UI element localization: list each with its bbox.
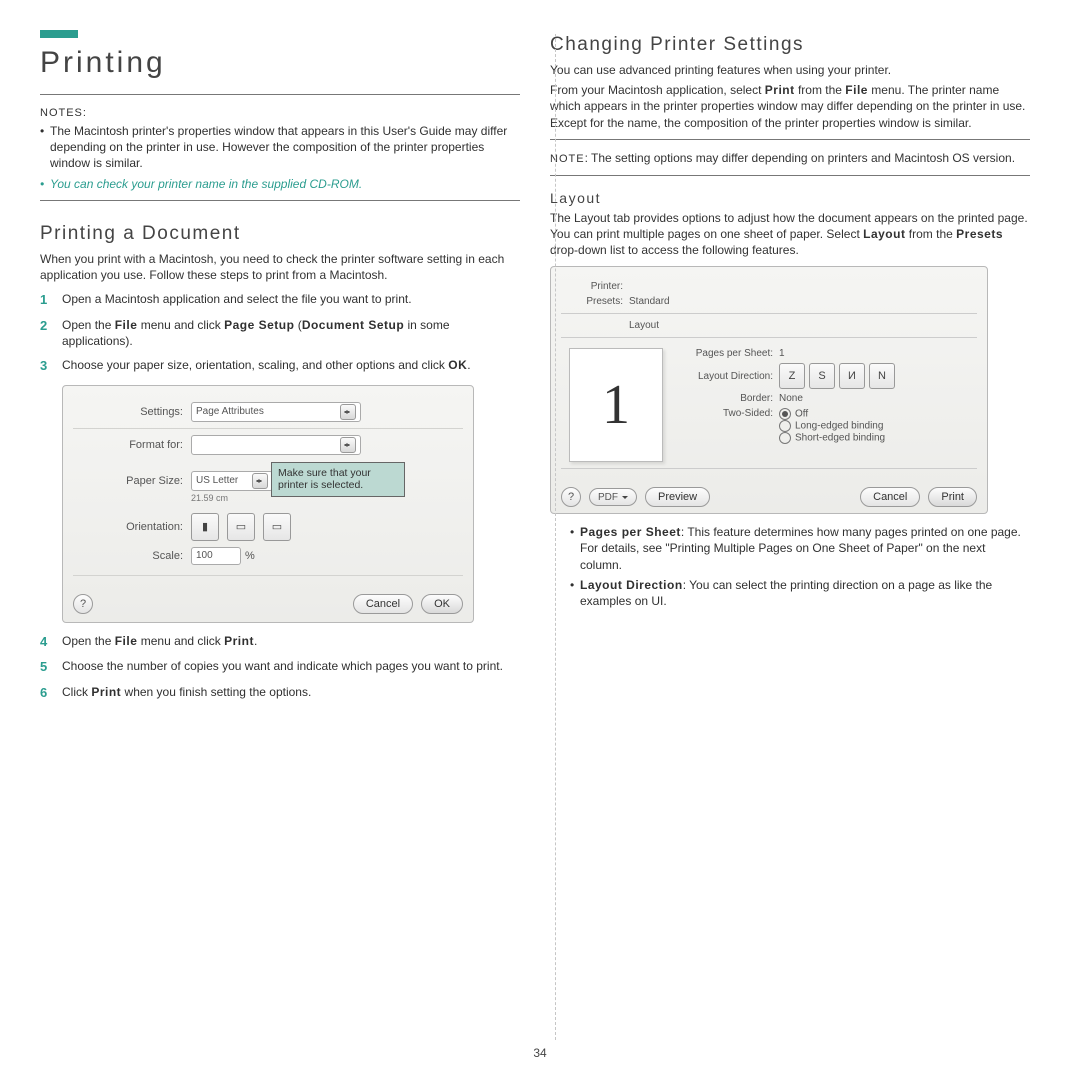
steps-list: 1Open a Macintosh application and select… <box>40 291 520 374</box>
scale-label: Scale: <box>73 550 191 562</box>
two-sided-off[interactable]: Off <box>779 408 885 420</box>
p1: You can use advanced printing features w… <box>550 62 1030 78</box>
print-dialog: Printer: Presets: Standard Layout 1 Page… <box>550 266 988 514</box>
heading-changing-printer-settings: Changing Printer Settings <box>550 34 1030 56</box>
pages-per-sheet-label: Pages per Sheet: <box>677 348 779 359</box>
paper-size-select[interactable]: US Letter <box>191 471 273 491</box>
border-select[interactable]: None <box>779 393 869 404</box>
scale-pct: % <box>245 550 255 562</box>
page-number: 34 <box>0 1046 1080 1060</box>
paper-size-label: Paper Size: <box>73 475 191 487</box>
border-label: Border: <box>677 393 779 404</box>
p3: The Layout tab provides options to adjus… <box>550 210 1030 259</box>
notes-label: NOTES: <box>40 107 520 119</box>
pane-select[interactable]: Layout <box>629 320 819 331</box>
settings-label: Settings: <box>73 406 191 418</box>
printer-label: Printer: <box>561 281 629 292</box>
step-5: 5Choose the number of copies you want an… <box>40 658 520 676</box>
orientation-reverse-landscape[interactable]: ▭ <box>263 513 291 541</box>
rule <box>40 200 520 201</box>
step-6: 6 Click Print when you finish setting th… <box>40 684 520 702</box>
pages-per-sheet-select[interactable]: 1 <box>779 348 879 359</box>
scale-input[interactable]: 100 <box>191 547 241 565</box>
step-3: 3 Choose your paper size, orientation, s… <box>40 357 520 375</box>
layout-dir-4[interactable]: N <box>869 363 895 389</box>
step-4: 4 Open the File menu and click Print. <box>40 633 520 651</box>
format-for-select[interactable] <box>191 435 361 455</box>
intro-text: When you print with a Macintosh, you nee… <box>40 251 520 283</box>
note-text-2: You can check your printer name in the s… <box>50 176 362 192</box>
rule <box>40 94 520 95</box>
format-for-label: Format for: <box>73 439 191 451</box>
accent-bar <box>40 30 78 38</box>
heading-printing-document: Printing a Document <box>40 223 520 245</box>
column-divider <box>555 34 556 1040</box>
help-button[interactable]: ? <box>73 594 93 614</box>
steps-list-2: 4 Open the File menu and click Print. 5C… <box>40 633 520 702</box>
step-1: 1Open a Macintosh application and select… <box>40 291 520 309</box>
bullet-layout-direction: • Layout Direction: You can select the p… <box>570 577 1030 609</box>
page: Printing NOTES: • The Macintosh printer'… <box>0 0 1080 729</box>
orientation-landscape[interactable]: ▭ <box>227 513 255 541</box>
note-bullet-2: • You can check your printer name in the… <box>40 176 520 192</box>
cancel-button[interactable]: Cancel <box>860 487 920 507</box>
preview-button[interactable]: Preview <box>645 487 710 507</box>
bullet-pages-per-sheet: • Pages per Sheet: This feature determin… <box>570 524 1030 573</box>
layout-dir-2[interactable]: S <box>809 363 835 389</box>
two-sided-long[interactable]: Long-edged binding <box>779 420 885 432</box>
notebox: NOTE: The setting options may differ dep… <box>550 150 1030 167</box>
layout-dir-3[interactable]: И <box>839 363 865 389</box>
print-button[interactable]: Print <box>928 487 977 507</box>
help-button[interactable]: ? <box>561 487 581 507</box>
layout-dir-1[interactable]: Z <box>779 363 805 389</box>
note-text-1: The Macintosh printer's properties windo… <box>50 123 520 172</box>
orientation-label: Orientation: <box>73 521 191 533</box>
callout-select-printer: Make sure that your printer is selected. <box>271 462 405 497</box>
presets-label: Presets: <box>561 296 629 307</box>
pdf-button[interactable]: PDF <box>589 488 637 506</box>
layout-direction-label: Layout Direction: <box>677 371 779 382</box>
two-sided-short[interactable]: Short-edged binding <box>779 432 885 444</box>
rule <box>550 139 1030 140</box>
heading-printing: Printing <box>40 46 520 80</box>
column-left: Printing NOTES: • The Macintosh printer'… <box>40 30 520 709</box>
two-sided-label: Two-Sided: <box>677 408 779 419</box>
settings-select[interactable]: Page Attributes <box>191 402 361 422</box>
preview-thumbnail: 1 <box>569 348 663 462</box>
page-setup-dialog: Settings: Page Attributes Format for: Pa… <box>62 385 474 623</box>
ok-button[interactable]: OK <box>421 594 463 614</box>
heading-layout: Layout <box>550 190 1030 206</box>
p2: From your Macintosh application, select … <box>550 82 1030 131</box>
presets-select[interactable]: Standard <box>629 296 819 307</box>
note-bullet-1: • The Macintosh printer's properties win… <box>40 123 520 172</box>
cancel-button[interactable]: Cancel <box>353 594 413 614</box>
step-2: 2 Open the File menu and click Page Setu… <box>40 317 520 349</box>
orientation-portrait[interactable]: ▮ <box>191 513 219 541</box>
rule <box>550 175 1030 176</box>
column-right: Changing Printer Settings You can use ad… <box>550 30 1030 709</box>
